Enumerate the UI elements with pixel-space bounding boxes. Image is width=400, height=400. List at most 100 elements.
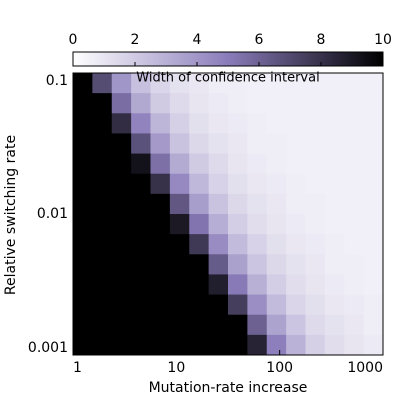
heatmap-cell [73,234,93,255]
heatmap-cell [363,314,384,336]
heatmap-cell [73,214,93,235]
heatmap-cell [73,133,93,155]
heatmap-cell [363,254,384,275]
heatmap-cell [111,193,132,215]
heatmap-cell [266,274,287,296]
heatmap-cell [111,274,132,296]
heatmap-cell [208,234,229,255]
heatmap-cell [169,73,190,94]
heatmap-cell [189,314,210,336]
heatmap-cell [344,133,365,155]
heatmap-cell [189,274,210,296]
heatmap-cell [344,274,365,296]
heatmap-cell [150,294,171,316]
heatmap-cell [169,173,190,195]
heatmap-cell [305,113,326,134]
heatmap-cell [189,93,210,114]
heatmap-cell [131,274,151,296]
heatmap-cell [363,334,384,356]
heatmap-cell [169,113,190,134]
heatmap-cell [208,294,229,316]
heatmap-cell [305,294,326,316]
heatmap-cell [150,113,171,134]
heatmap-cell [363,234,384,255]
heatmap-cell [324,193,345,215]
heatmap-cell [131,73,151,94]
heatmap-cell [363,73,384,94]
heatmap-cell [111,93,132,114]
heatmap-cell [363,294,384,316]
heatmap-cell [247,234,268,255]
heatmap-cell [169,133,190,155]
heatmap-cell [324,234,345,255]
colorbar-label: Width of confidence interval [136,71,319,86]
heatmap-cell [228,334,248,356]
heatmap-cell [228,173,248,195]
heatmap-cell [208,193,229,215]
heatmap-cell [228,234,248,255]
heatmap-cell [247,334,268,356]
heatmap-cell [169,334,190,356]
heatmap-cell [344,254,365,275]
heatmap-cell [111,294,132,316]
heatmap-cell [286,254,306,275]
heatmap-cell [169,234,190,255]
colorbar-tick-label: 6 [255,32,264,48]
heatmap-cell [228,254,248,275]
heatmap-cell [247,294,268,316]
heatmap-cell [324,294,345,316]
heatmap-cell [189,73,210,94]
heatmap-cell [344,153,365,175]
heatmap-cell [92,214,113,235]
heatmap-cell [344,234,365,255]
heatmap-cell [324,73,345,94]
heatmap-cell [131,173,151,195]
heatmap-cell [73,193,93,215]
heatmap-cell [208,314,229,336]
heatmap-cell [169,254,190,275]
heatmap-cell [92,93,113,114]
heatmap-cell [131,113,151,134]
heatmap-cell [305,274,326,296]
heatmap-cell [324,153,345,175]
heatmap-cell [189,254,210,275]
heatmap-cell [324,314,345,336]
heatmap-cell [169,314,190,336]
colorbar [72,51,384,67]
heatmap-cell [305,193,326,215]
heatmap-cell [344,113,365,134]
heatmap-cell [131,93,151,114]
heatmap-cell [189,173,210,195]
heatmap-cell [189,113,210,134]
x-tick-label: 100 [266,360,293,376]
heatmap-cell [266,294,287,316]
heatmap-cell [73,334,93,356]
heatmap-cell [305,254,326,275]
heatmap-cell [73,93,93,114]
heatmap-cell [286,153,306,175]
heatmap-cell [344,294,365,316]
heatmap-cell [189,193,210,215]
heatmap-cell [189,214,210,235]
heatmap-cell [208,214,229,235]
heatmap-cell [305,314,326,336]
heatmap-cell [324,173,345,195]
heatmap-cell [169,214,190,235]
heatmap-cell [150,254,171,275]
heatmap-cell [266,234,287,255]
heatmap-cell [169,193,190,215]
heatmap-cell [150,153,171,175]
heatmap-cell [131,314,151,336]
x-tick-label: 10 [167,360,185,376]
heatmap-cell [344,193,365,215]
heatmap-cell [324,113,345,134]
heatmap-cell [266,133,287,155]
heatmap-cell [305,234,326,255]
heatmap-cell [324,133,345,155]
heatmap-cell [247,173,268,195]
heatmap-cell [286,314,306,336]
heatmap-cell [286,214,306,235]
y-axis-label: Relative switching rate [3,135,19,295]
heatmap-cell [111,153,132,175]
heatmap-cell [247,193,268,215]
